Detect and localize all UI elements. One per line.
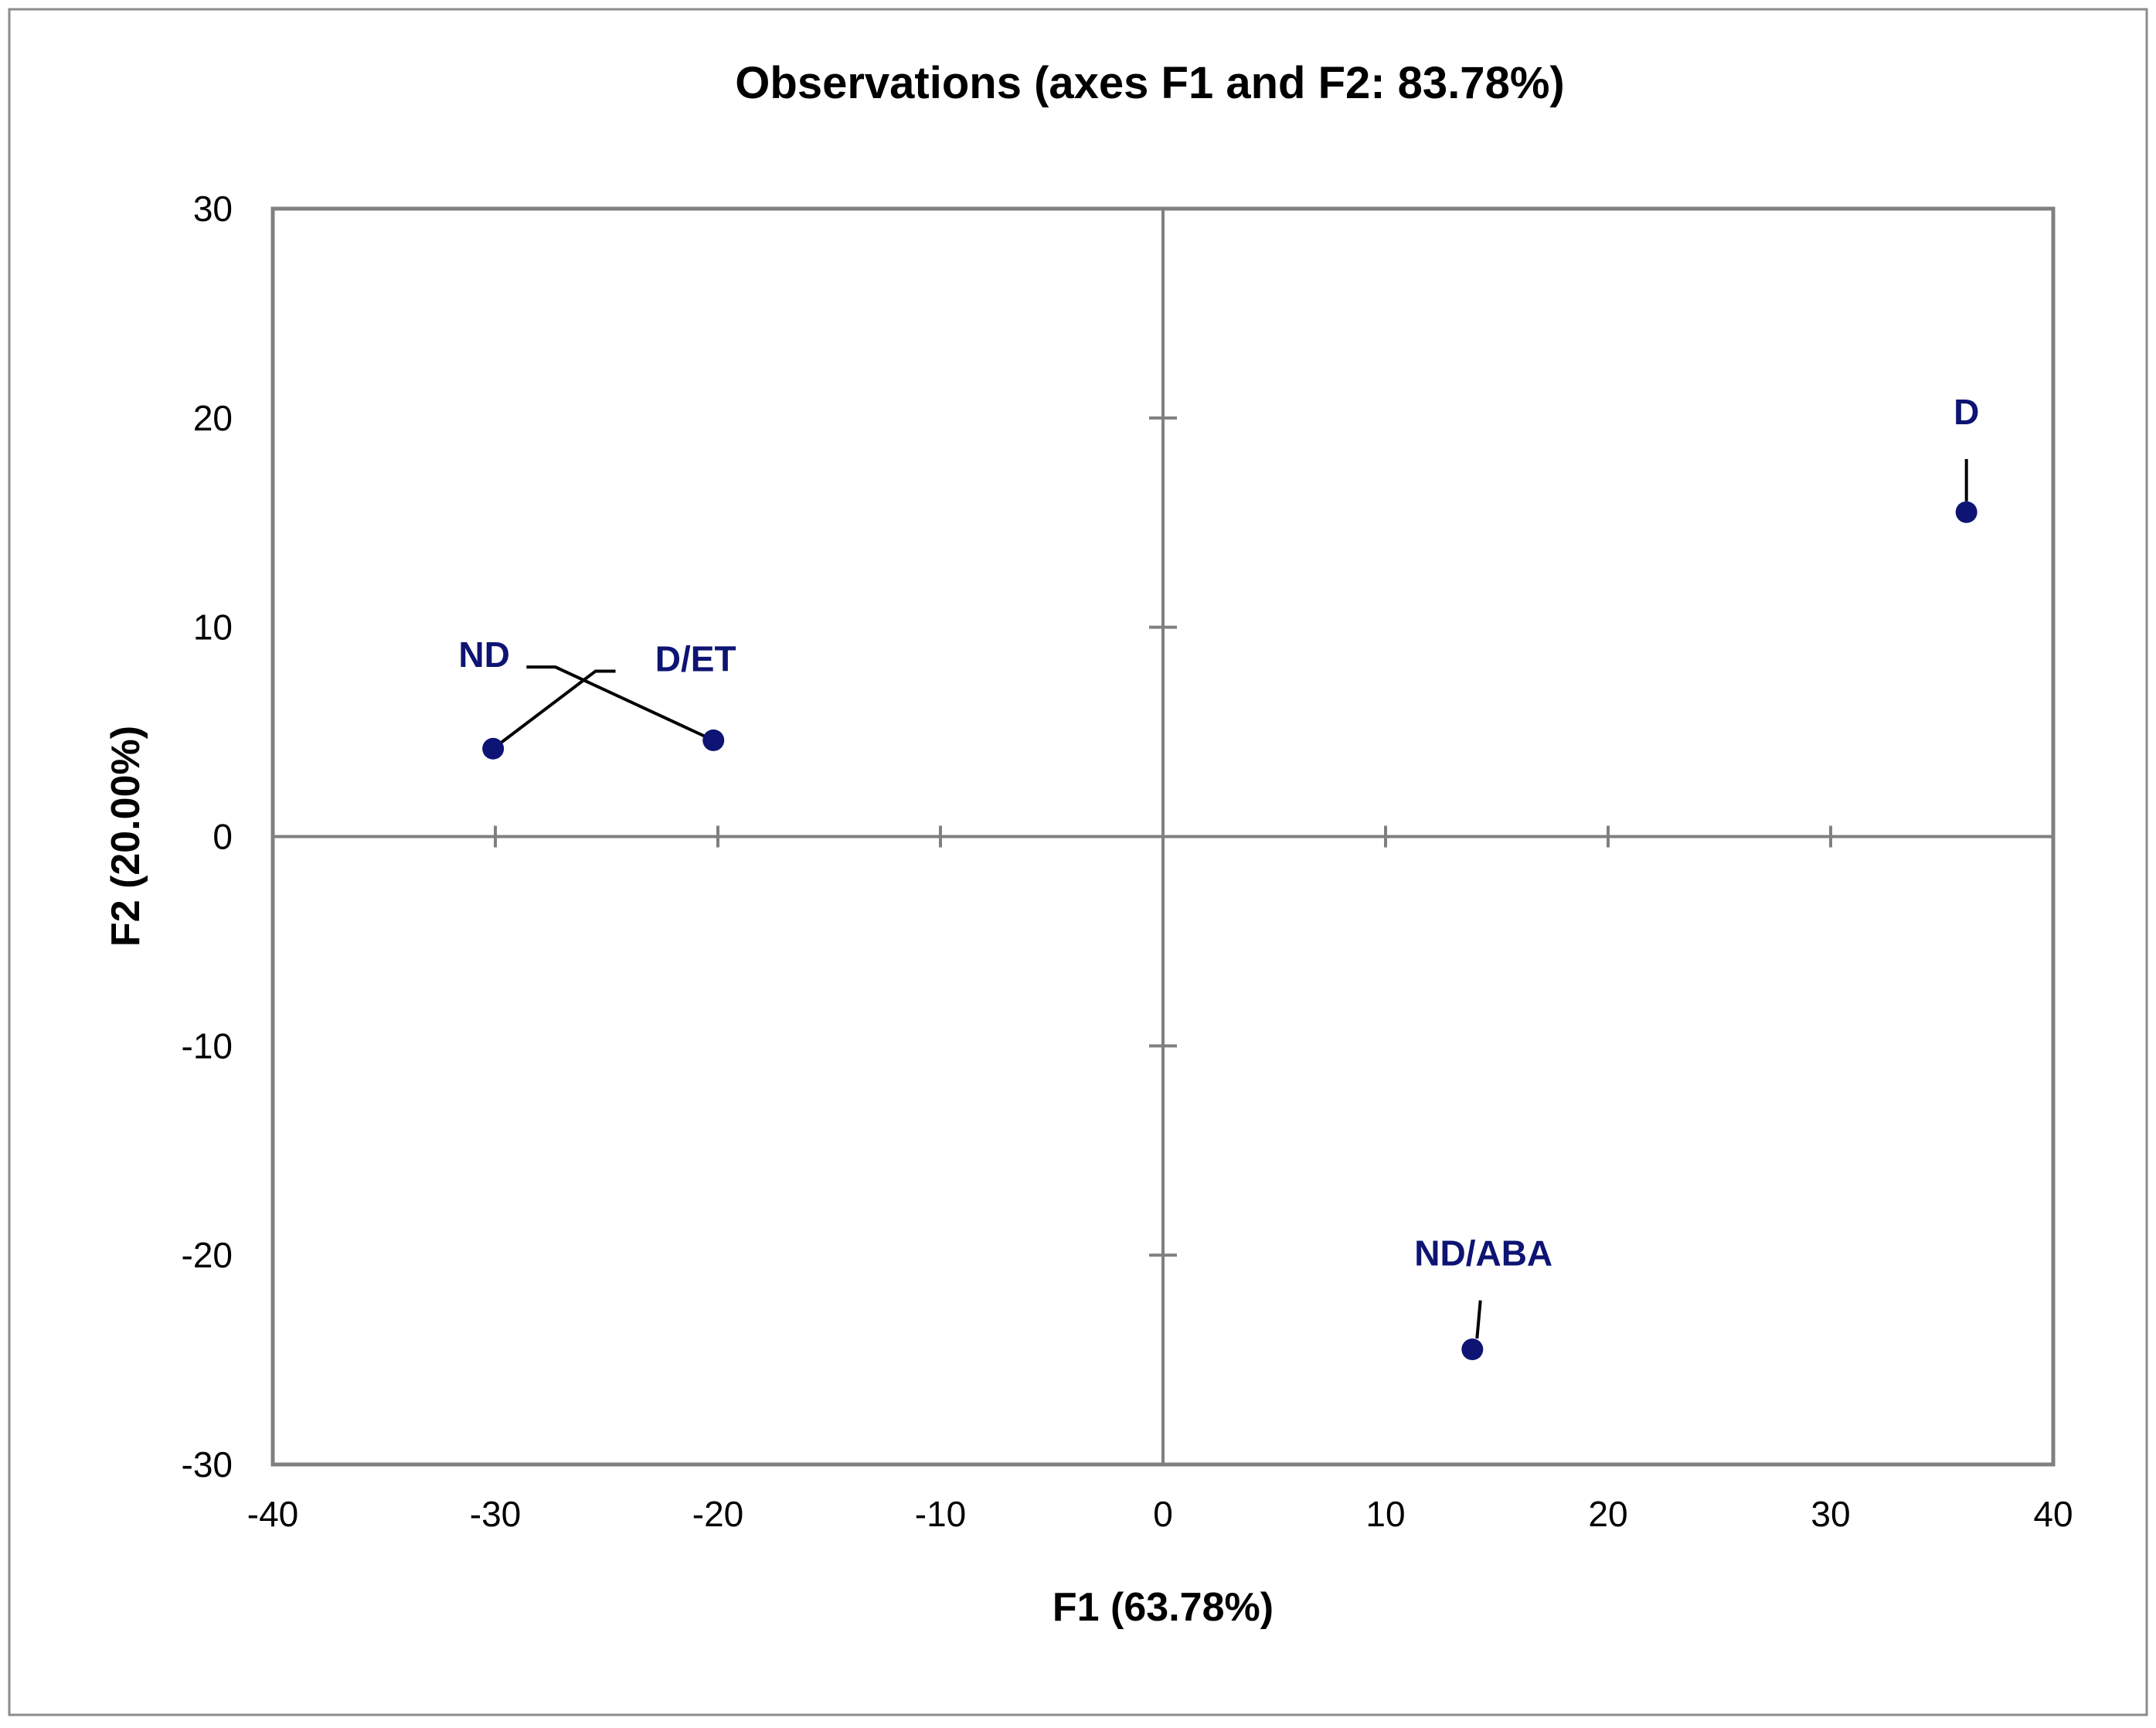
x-tick-label: 20	[1588, 1494, 1627, 1534]
point-label-d: D	[1954, 392, 1979, 432]
x-tick-label: 10	[1365, 1494, 1405, 1534]
y-tick-label: 20	[193, 398, 233, 438]
y-axis-title: F2 (20.00%)	[104, 726, 148, 947]
data-points	[482, 501, 1977, 1361]
x-tick-label: 40	[2033, 1494, 2073, 1534]
y-tick-label: -20	[182, 1235, 233, 1275]
y-tick-label: 10	[193, 607, 233, 648]
point-label-nd-aba: ND/ABA	[1414, 1233, 1552, 1274]
data-point-nd-aba	[1461, 1339, 1484, 1361]
outer-border	[8, 8, 2148, 1716]
x-tick-label: -10	[915, 1494, 966, 1534]
data-point-d-et	[702, 729, 725, 751]
x-axis-title: F1 (63.78%)	[1052, 1585, 1274, 1630]
y-tick-label: -30	[182, 1444, 233, 1485]
chart-title: Observations (axes F1 and F2: 83.78%)	[735, 58, 1564, 108]
x-tick-label: -30	[470, 1494, 521, 1534]
leader-lines	[491, 458, 1968, 1339]
x-tick-label: 0	[1153, 1494, 1173, 1534]
y-tick-label: 0	[213, 817, 233, 857]
leader-line-nd-aba	[1475, 1300, 1482, 1339]
point-labels: ND D/ET D ND/ABA	[458, 392, 1979, 1274]
data-point-nd	[482, 737, 505, 760]
point-label-d-et: D/ET	[655, 639, 736, 679]
x-tick-label: 30	[1811, 1494, 1850, 1534]
leader-line-nd	[491, 669, 616, 750]
x-tick-label: -40	[247, 1494, 298, 1534]
x-tick-label: -20	[692, 1494, 743, 1534]
point-label-nd: ND	[458, 634, 509, 675]
ticks-layer: -40 -30 -20 -10 0 10 20 30 40 30 20 10 0 -10 -20 -30	[182, 189, 2073, 1534]
y-tick-label: 30	[193, 189, 233, 229]
data-point-d	[1955, 501, 1977, 523]
y-tick-label: -10	[182, 1026, 233, 1066]
leader-line-d-et	[526, 665, 715, 742]
